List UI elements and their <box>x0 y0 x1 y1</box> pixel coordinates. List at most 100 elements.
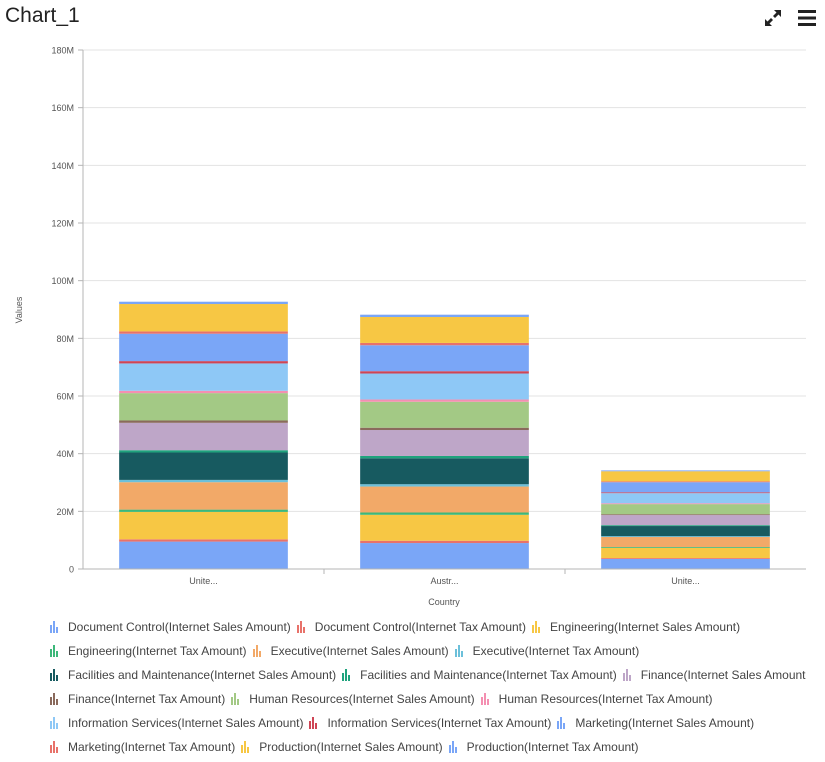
legend-item[interactable]: Human Resources(Internet Sales Amount) <box>231 690 475 708</box>
bar-segment[interactable] <box>360 484 529 487</box>
bar-chart-icon <box>480 693 489 705</box>
bar-segment[interactable] <box>119 511 288 540</box>
bar-segment[interactable] <box>360 430 529 456</box>
bar-segment[interactable] <box>601 536 770 548</box>
bar-segment[interactable] <box>119 452 288 480</box>
bar-segment[interactable] <box>601 547 770 548</box>
bar-segment[interactable] <box>119 422 288 451</box>
legend-label: Human Resources(Internet Sales Amount) <box>249 692 475 706</box>
chart-legend: Document Control(Internet Sales Amount) D… <box>50 618 820 756</box>
legend-item[interactable]: Marketing(Internet Tax Amount) <box>50 738 235 756</box>
bar-segment[interactable] <box>360 540 529 544</box>
legend-label: Document Control(Internet Sales Amount) <box>68 620 291 634</box>
y-tick-label: 160M <box>51 103 74 113</box>
bar-segment[interactable] <box>119 450 288 453</box>
bar-chart-icon <box>296 621 305 633</box>
legend-item[interactable]: Finance(Internet Tax Amount) <box>50 690 225 708</box>
legend-item[interactable]: Finance(Internet Sales Amount <box>622 666 806 684</box>
bar-segment[interactable] <box>360 399 529 402</box>
bar-segment[interactable] <box>601 492 770 494</box>
bar-chart-icon <box>252 645 261 657</box>
bar-segment[interactable] <box>119 420 288 423</box>
x-tick-label: Austr... <box>430 576 458 586</box>
bar-chart-icon <box>50 645 58 657</box>
legend-label: Information Services(Internet Sales Amou… <box>68 716 304 730</box>
bar-segment[interactable] <box>601 470 770 472</box>
bar-segment[interactable] <box>360 543 529 569</box>
legend-item[interactable]: Facilities and Maintenance(Internet Tax … <box>342 666 617 684</box>
bar-segment[interactable] <box>601 525 770 527</box>
legend-label: Engineering(Internet Sales Amount) <box>550 620 741 634</box>
bar-segment[interactable] <box>360 512 529 515</box>
bar-segment[interactable] <box>360 514 529 541</box>
legend-item[interactable]: Information Services(Internet Tax Amount… <box>309 714 551 732</box>
bar-segment[interactable] <box>360 373 529 400</box>
bar-segment[interactable] <box>119 304 288 332</box>
bar-chart-icon <box>454 645 463 657</box>
bar-segment[interactable] <box>601 481 770 483</box>
bar-segment[interactable] <box>360 458 529 485</box>
bar-segment[interactable] <box>601 536 770 537</box>
bar-segment[interactable] <box>601 558 770 559</box>
bar-segment[interactable] <box>119 361 288 364</box>
bar-segment[interactable] <box>360 316 529 343</box>
bar-segment[interactable] <box>119 539 288 542</box>
bar-segment[interactable] <box>360 371 529 374</box>
legend-item[interactable]: Facilities and Maintenance(Internet Sale… <box>50 666 336 684</box>
bar-segment[interactable] <box>119 541 288 569</box>
bar-chart-icon <box>309 717 318 729</box>
legend-item[interactable]: Document Control(Internet Sales Amount) <box>50 618 291 636</box>
bar-segment[interactable] <box>601 503 770 505</box>
legend-label: Production(Internet Tax Amount) <box>466 740 639 754</box>
legend-label: Engineering(Internet Tax Amount) <box>68 644 247 658</box>
legend-item[interactable]: Document Control(Internet Tax Amount) <box>296 618 526 636</box>
bar-segment[interactable] <box>119 509 288 512</box>
legend-label: Finance(Internet Tax Amount) <box>68 692 226 706</box>
legend-item[interactable]: Executive(Internet Tax Amount) <box>454 642 640 660</box>
legend-item[interactable]: Marketing(Internet Sales Amount) <box>557 714 754 732</box>
bar-segment[interactable] <box>601 547 770 559</box>
bar-segment[interactable] <box>601 526 770 537</box>
bar-segment[interactable] <box>360 342 529 346</box>
bar-segment[interactable] <box>360 427 529 431</box>
bar-segment[interactable] <box>601 514 770 516</box>
bar-segment[interactable] <box>601 504 770 515</box>
bar-chart-icon <box>50 693 58 705</box>
bar-segment[interactable] <box>601 471 770 482</box>
bar-segment[interactable] <box>119 479 288 483</box>
legend-label: Executive(Internet Tax Amount) <box>472 644 640 658</box>
bar-segment[interactable] <box>601 515 770 526</box>
legend-item[interactable]: Production(Internet Sales Amount) <box>241 738 443 756</box>
legend-item[interactable]: Engineering(Internet Tax Amount) <box>50 642 247 660</box>
legend-item[interactable]: Engineering(Internet Sales Amount) <box>532 618 740 636</box>
bar-segment[interactable] <box>360 345 529 372</box>
legend-label: Information Services(Internet Tax Amount… <box>327 716 552 730</box>
bar-segment[interactable] <box>119 390 288 394</box>
bar-segment[interactable] <box>601 558 770 569</box>
axes: 0 20M 40M 60M 80M 100M 120M 140M 160M 180M Unite..… <box>51 46 806 586</box>
bar-segment[interactable] <box>119 331 288 334</box>
y-tick-label: 0 <box>69 565 74 575</box>
bar-segment[interactable] <box>119 363 288 391</box>
legend-label: Facilities and Maintenance(Internet Sale… <box>68 668 337 682</box>
bar-chart-icon <box>557 717 566 729</box>
bar-segment[interactable] <box>119 301 288 305</box>
bar-segment[interactable] <box>360 314 529 317</box>
legend-item[interactable]: Production(Internet Tax Amount) <box>448 738 639 756</box>
bar-chart-icon <box>241 741 250 753</box>
legend-item[interactable]: Human Resources(Internet Tax Amount) <box>480 690 713 708</box>
bar-segment[interactable] <box>119 482 288 510</box>
y-tick-label: 80M <box>56 334 74 344</box>
bar-segment[interactable] <box>119 333 288 362</box>
legend-item[interactable]: Information Services(Internet Sales Amou… <box>50 714 303 732</box>
bar-segment[interactable] <box>360 455 529 459</box>
hamburger-menu-icon[interactable] <box>795 6 819 30</box>
bar-segment[interactable] <box>360 401 529 428</box>
bar-segment[interactable] <box>601 482 770 493</box>
expand-arrows-icon[interactable] <box>761 6 785 30</box>
bar-segment[interactable] <box>601 493 770 504</box>
legend-item[interactable]: Executive(Internet Sales Amount) <box>252 642 449 660</box>
bar-segment[interactable] <box>119 393 288 421</box>
bar-segment[interactable] <box>360 486 529 513</box>
bar-chart-icon <box>50 741 58 753</box>
